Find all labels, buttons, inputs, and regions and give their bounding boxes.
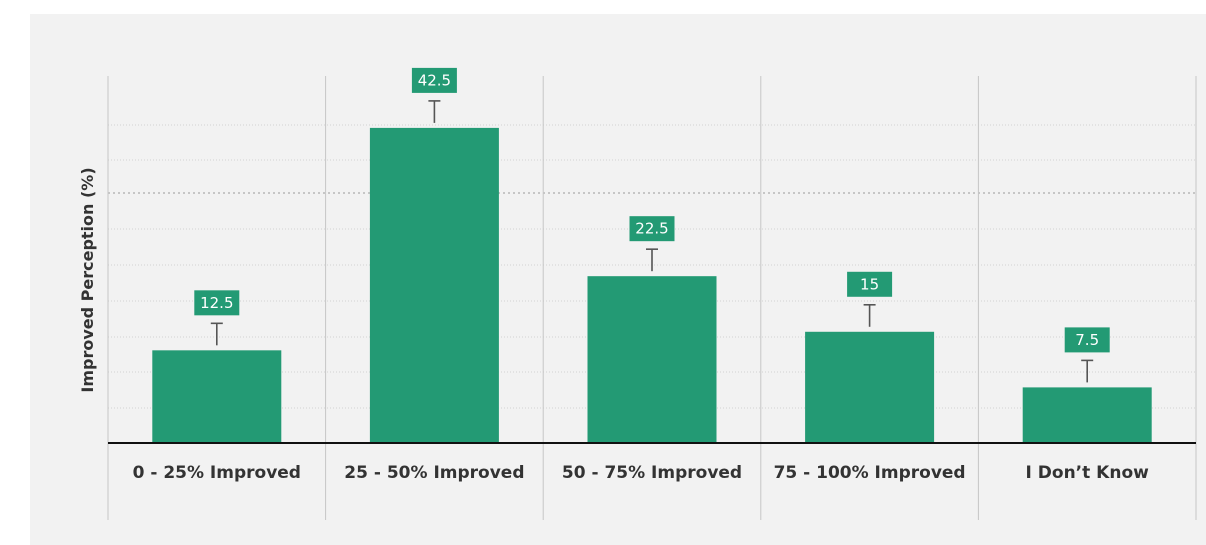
value-label-box <box>411 67 457 93</box>
value-label-box <box>847 271 893 297</box>
y-axis-label: Improved Perception (%) <box>78 167 97 392</box>
x-tick-label: 25 - 50% Improved <box>344 463 524 483</box>
bar <box>805 331 935 443</box>
value-labels: 12.5 42.5 22.5 15 7.5 <box>194 67 1110 353</box>
value-label: 15 <box>860 275 879 293</box>
bar <box>369 127 499 443</box>
x-tick-label: 50 - 75% Improved <box>562 463 742 483</box>
value-label-box <box>629 216 675 242</box>
bars <box>152 127 1152 443</box>
x-tick-label: I Don’t Know <box>1026 463 1150 483</box>
category-separators <box>107 76 1197 520</box>
value-label-box <box>194 290 240 316</box>
value-label: 12.5 <box>200 294 233 312</box>
value-label-box <box>1064 327 1110 353</box>
error-bars <box>210 100 1094 383</box>
value-label: 42.5 <box>418 71 451 89</box>
bar <box>587 276 717 443</box>
x-tick-label: 75 - 100% Improved <box>774 463 966 483</box>
bar <box>1022 387 1152 443</box>
x-tick-label: 0 - 25% Improved <box>133 463 301 483</box>
value-label: 22.5 <box>635 220 668 238</box>
bar <box>152 350 282 443</box>
value-label: 7.5 <box>1075 331 1099 349</box>
x-tick-labels: 0 - 25% Improved 25 - 50% Improved 50 - 75… <box>133 463 1150 483</box>
